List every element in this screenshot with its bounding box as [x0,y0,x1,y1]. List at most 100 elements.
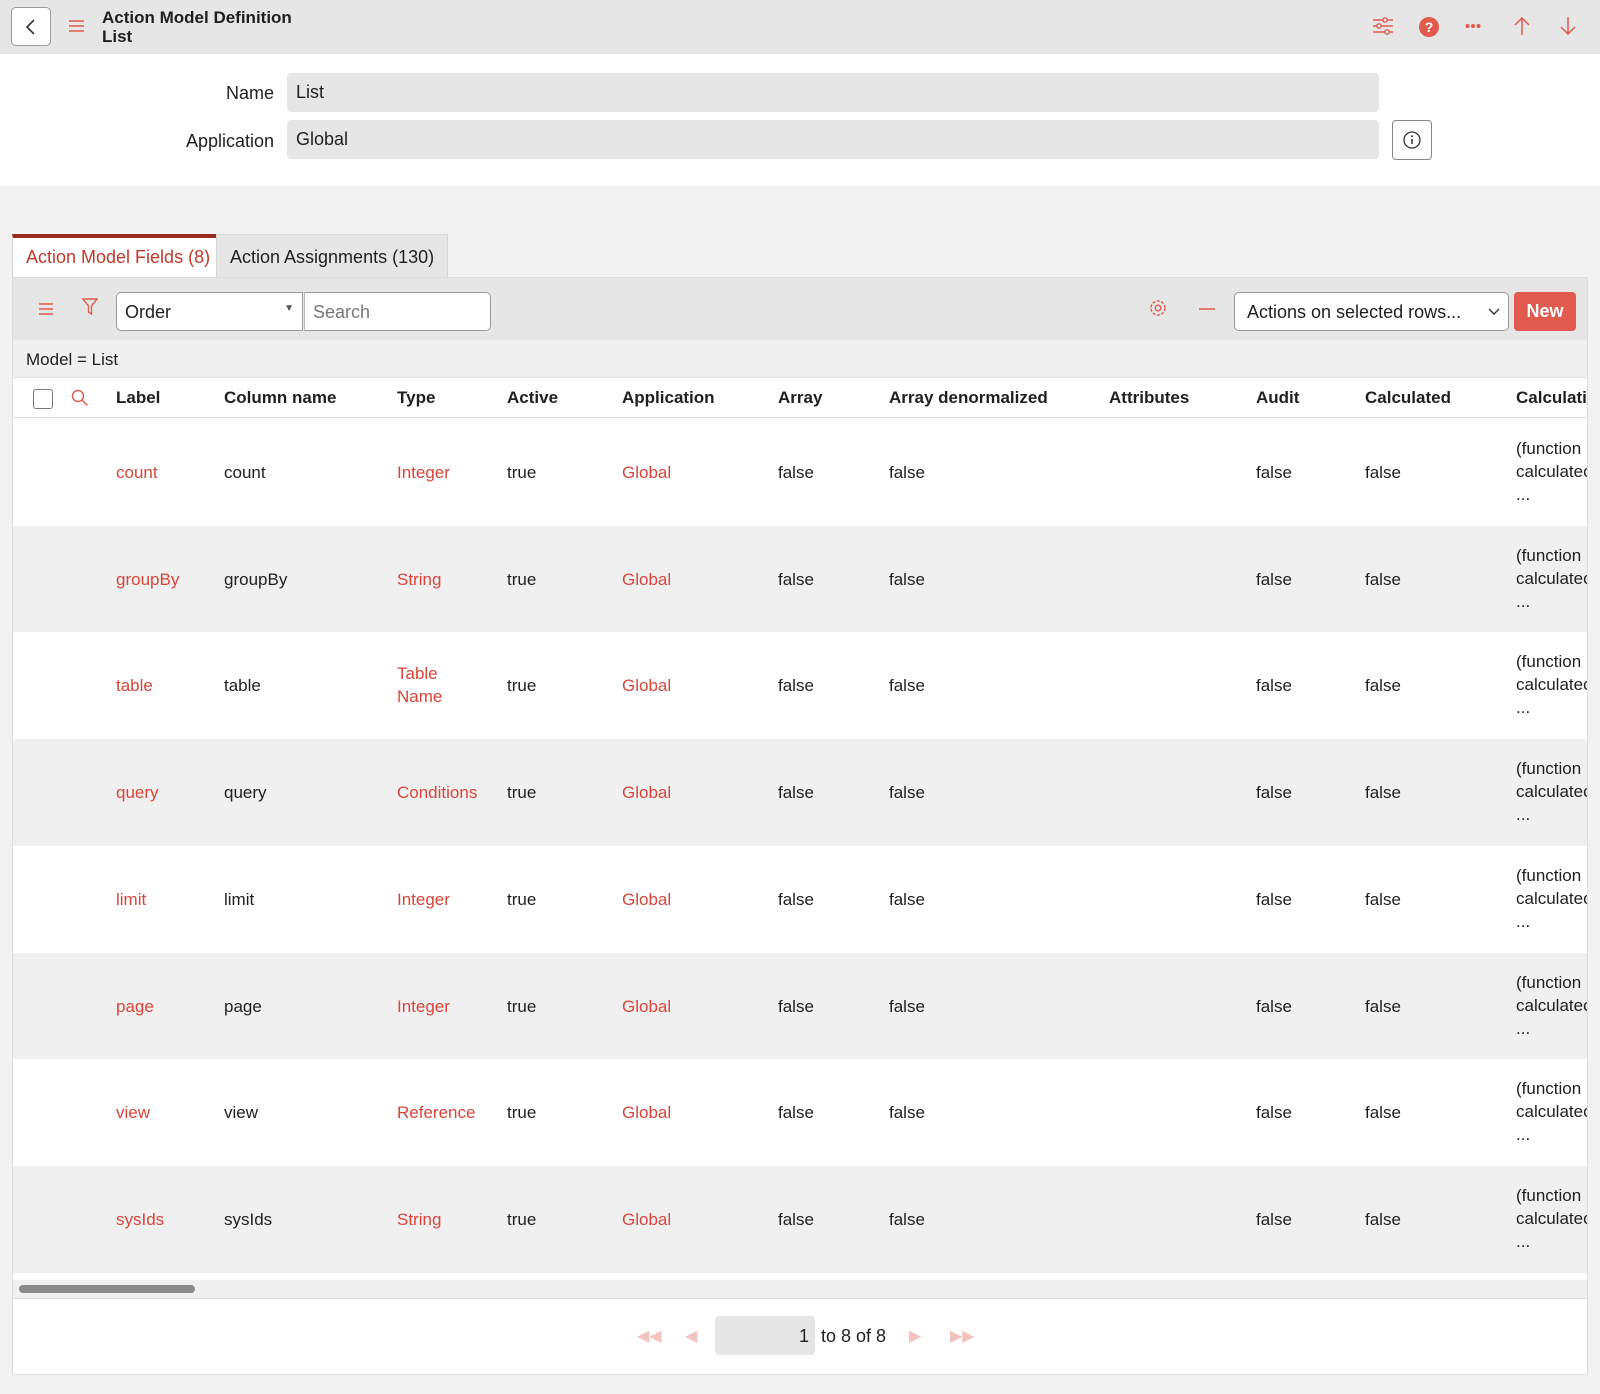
column-header[interactable]: Active [507,388,559,407]
cell-array: false [778,783,814,803]
info-icon [1403,131,1421,149]
cell-calculation: (function [1516,759,1582,779]
cell-audit: false [1256,996,1292,1016]
column-header[interactable]: Calculati [1516,388,1587,407]
cell-application[interactable]: Global [622,463,672,482]
first-page-icon[interactable]: ◀◀ [637,1328,662,1345]
sliders-icon[interactable] [1373,17,1393,35]
search-input[interactable]: Search [304,292,491,331]
help-icon[interactable]: ? [1418,16,1440,38]
cell-calculation: calculatec [1516,568,1588,588]
prev-page-icon[interactable]: ◀ [685,1328,698,1345]
cell-label[interactable]: view [116,1103,151,1123]
list-menu-icon[interactable] [39,303,53,315]
cell-calculation: ... [1516,485,1531,504]
cell-column: table [224,676,261,696]
cell-application[interactable]: Global [622,996,672,1016]
cell-calculation: ... [1516,1231,1531,1251]
next-page-icon[interactable]: ▶ [909,1328,922,1345]
title-line2: List [102,27,133,46]
column-header[interactable]: Array [778,388,823,407]
svg-text:?: ? [1425,19,1434,35]
cell-application[interactable]: Global [622,1209,672,1229]
collapse-icon[interactable] [1199,308,1215,310]
cell-application[interactable]: Global [622,676,672,696]
cell-label[interactable]: limit [116,889,147,909]
cell-array: false [778,676,814,696]
page-range: to 8 of 8 [821,1326,887,1346]
arrow-down-icon[interactable] [1559,16,1577,36]
column-header[interactable]: Application [622,388,715,407]
header-bar: Action Model Definition List ? [0,0,1600,54]
cell-active: true [507,1103,537,1123]
cell-application[interactable]: Global [622,569,672,589]
column-header[interactable]: Type [397,388,436,407]
cell-calculation: ... [1516,698,1531,718]
related-list: Order ▼ Search Actions on selected rows..… [12,277,1588,1375]
application-field[interactable]: Global [287,120,1379,159]
more-icon[interactable] [1465,23,1481,29]
cell-calculated: false [1365,676,1401,696]
filter-breadcrumb[interactable]: Model = List [13,340,1587,378]
cell-active: true [507,783,537,803]
cell-type[interactable]: String [397,1209,442,1229]
back-button[interactable] [11,7,51,46]
cell-label[interactable]: count [116,463,158,482]
cell-application[interactable]: Global [622,783,672,803]
actions-select[interactable]: Actions on selected rows... [1234,292,1509,331]
new-button[interactable]: New [1514,292,1576,331]
column-header[interactable]: Column name [224,388,337,407]
cell-type[interactable]: Reference [397,1103,476,1123]
table-row: page page Integer true Global false false false… [13,952,1587,1060]
application-label: Application [185,131,274,151]
cell-audit: false [1256,676,1292,696]
order-select[interactable]: Order ▼ [116,292,303,331]
cell-array-denorm: false [889,889,925,909]
tab-action-assignments[interactable]: Action Assignments (130) [216,234,449,278]
cell-active: true [507,569,537,589]
horizontal-scrollbar[interactable] [13,1280,1587,1298]
caret-down-icon: ▼ [284,303,294,314]
cell-calculation: ... [1516,1125,1531,1145]
column-header[interactable]: Array denormalized [889,388,1048,407]
cell-calculation: calculatec [1516,1208,1588,1228]
cell-type[interactable]: Table Name [397,664,443,707]
cell-audit: false [1256,1209,1292,1229]
cell-type[interactable]: String [397,569,442,589]
cell-calculation: ... [1516,591,1531,611]
page-input[interactable]: 1 [715,1316,815,1355]
cell-label[interactable]: sysIds [116,1209,165,1229]
cell-label[interactable]: page [116,996,154,1016]
cell-label[interactable]: groupBy [116,569,180,589]
cell-column: count [224,463,266,482]
cell-calculation: calculatec [1516,675,1588,695]
column-header[interactable]: Audit [1256,388,1300,407]
column-header[interactable]: Attributes [1109,388,1190,407]
table-header: Label Column name Type Active Application Arr… [13,378,1587,418]
info-button[interactable] [1392,120,1432,160]
cell-type[interactable]: Integer [397,463,450,482]
cell-label[interactable]: table [116,676,153,696]
column-header[interactable]: Calculated [1365,388,1451,407]
scrollbar-thumb[interactable] [19,1285,195,1293]
cell-type[interactable]: Integer [397,889,450,909]
cell-type[interactable]: Integer [397,996,450,1016]
cell-label[interactable]: query [116,783,159,803]
select-all-checkbox[interactable] [33,389,53,409]
cell-application[interactable]: Global [622,889,672,909]
menu-icon[interactable] [69,19,84,33]
column-header[interactable]: Label [116,388,161,407]
filter-icon[interactable] [82,298,98,316]
name-field[interactable]: List [287,73,1379,112]
cell-application[interactable]: Global [622,1103,672,1123]
arrow-up-icon[interactable] [1513,16,1531,36]
cell-array-denorm: false [889,569,925,589]
search-icon[interactable] [71,389,89,407]
cell-calculation: calculatec [1516,888,1588,908]
last-page-icon[interactable]: ▶▶ [950,1328,975,1345]
tab-action-model-fields[interactable]: Action Model Fields (8) [12,234,225,278]
gear-icon[interactable] [1148,298,1168,318]
table-row: view view Reference true Global false false fal… [13,1059,1587,1167]
cell-type[interactable]: Conditions [397,783,478,803]
cell-calculation: (function [1516,972,1582,992]
